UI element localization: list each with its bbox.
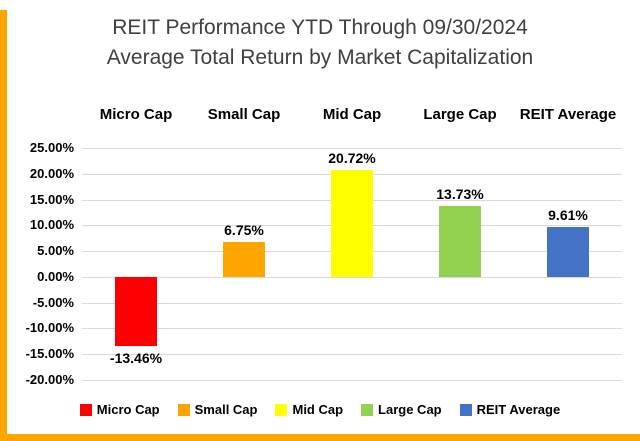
legend-label: Micro Cap — [96, 402, 160, 417]
bar-value-label-reit-average: 9.61% — [548, 207, 588, 224]
left-border-accent — [0, 10, 7, 441]
y-axis-tick-label: 10.00% — [29, 217, 74, 233]
y-axis-tick-label: 20.00% — [29, 165, 74, 181]
category-label-reit-average: REIT Average — [519, 106, 617, 123]
y-axis-tick-label: -15.00% — [25, 346, 74, 362]
gridline — [82, 302, 622, 304]
gridline — [82, 148, 622, 149]
bar-value-label-large-cap: 13.73% — [436, 186, 484, 203]
y-axis-tick-label: 0.00% — [37, 268, 74, 284]
gridline — [82, 328, 622, 330]
gridline — [82, 380, 622, 381]
bottom-border-accent — [0, 434, 640, 441]
legend-item-micro-cap: Micro Cap — [79, 402, 160, 417]
y-axis-tick-label: -5.00% — [32, 294, 74, 310]
chart-title-line2: Average Total Return by Market Capitaliz… — [106, 46, 534, 69]
category-label-small-cap: Small Cap — [207, 106, 281, 123]
legend-label: REIT Average — [476, 402, 561, 417]
legend-swatch-micro-cap — [79, 403, 92, 416]
legend-swatch-mid-cap — [275, 403, 288, 416]
bar-mid-cap — [331, 170, 373, 277]
bar-reit-average — [547, 227, 589, 277]
y-axis-tick-label: -10.00% — [25, 320, 74, 336]
legend-item-large-cap: Large Cap — [361, 402, 442, 417]
legend-item-small-cap: Small Cap — [177, 402, 258, 417]
legend-item-mid-cap: Mid Cap — [275, 402, 343, 417]
y-axis-tick-label: 25.00% — [29, 140, 74, 155]
bar-small-cap — [223, 242, 265, 277]
legend-swatch-large-cap — [361, 403, 374, 416]
y-axis-tick-label: -20.00% — [25, 372, 74, 387]
category-label-micro-cap: Micro Cap — [99, 106, 173, 123]
legend-label: Small Cap — [194, 402, 258, 417]
bar-value-label-micro-cap: -13.46% — [109, 350, 163, 367]
gridline — [82, 354, 622, 356]
legend-label: Large Cap — [378, 402, 442, 417]
legend-item-reit-average: REIT Average — [459, 402, 561, 417]
legend-swatch-reit-average — [459, 403, 472, 416]
chart-title-line1: REIT Performance YTD Through 09/30/2024 — [112, 16, 528, 39]
gridline — [82, 276, 622, 278]
y-axis-tick-label: 5.00% — [37, 243, 74, 259]
bar-large-cap — [439, 206, 481, 277]
y-axis-tick-label: 15.00% — [29, 191, 74, 207]
bar-value-label-small-cap: 6.75% — [224, 222, 264, 239]
bar-value-label-mid-cap: 20.72% — [328, 150, 376, 167]
category-label-large-cap: Large Cap — [423, 106, 497, 123]
bar-micro-cap — [115, 276, 157, 347]
legend-swatch-small-cap — [177, 403, 190, 416]
legend: Micro Cap Small Cap Mid Cap Large Cap REIT A… — [0, 402, 640, 417]
category-label-mid-cap: Mid Cap — [322, 106, 382, 123]
chart-title: REIT Performance YTD Through 09/30/2024 … — [20, 13, 620, 73]
legend-label: Mid Cap — [292, 402, 344, 417]
